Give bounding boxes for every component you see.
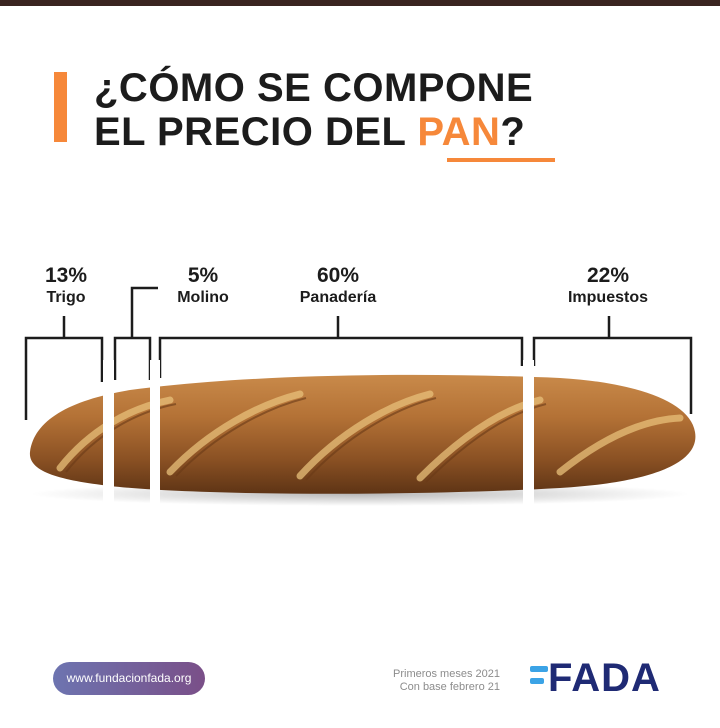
- segment-percent-impuestos: 22%: [586, 264, 630, 287]
- website-link[interactable]: www.fundacionfada.org: [53, 662, 205, 695]
- segment-label-impuestos: Impuestos: [567, 289, 648, 306]
- title-line-2-prefix: EL PRECIO DEL: [94, 110, 418, 154]
- page-title: ¿CÓMO SE COMPONE EL PRECIO DEL PAN?: [94, 66, 533, 154]
- bracket-impuestos: [532, 336, 693, 414]
- footnote: Primeros meses 2021 Con base febrero 21: [370, 668, 500, 694]
- footnote-line-1: Primeros meses 2021: [393, 668, 500, 680]
- segment-percent-panaderia: 60%: [316, 264, 360, 287]
- bread-image: [29, 360, 696, 520]
- footnote-line-2: Con base febrero 21: [399, 681, 500, 693]
- top-bar: [0, 0, 720, 6]
- bracket-molino-stem: [130, 286, 158, 338]
- segment-label-panaderia: Panadería: [299, 289, 377, 306]
- segment-percent-molino: 5%: [187, 264, 219, 287]
- bracket-panaderia: [158, 336, 524, 378]
- segment-label-trigo: Trigo: [46, 289, 86, 306]
- fada-logo-text: FADA: [548, 656, 661, 700]
- segment-brackets: [24, 286, 693, 420]
- fada-logo-mark: [530, 666, 548, 684]
- title-line-2: EL PRECIO DEL PAN?: [94, 110, 533, 154]
- title-line-2-suffix: ?: [500, 110, 526, 154]
- segment-label-molino: Molino: [177, 289, 229, 306]
- title-underline: [447, 158, 555, 162]
- segment-percent-trigo: 13%: [44, 264, 88, 287]
- title-highlight: PAN: [417, 110, 501, 154]
- title-line-1: ¿CÓMO SE COMPONE: [94, 66, 534, 110]
- title-accent-bar: [54, 72, 67, 142]
